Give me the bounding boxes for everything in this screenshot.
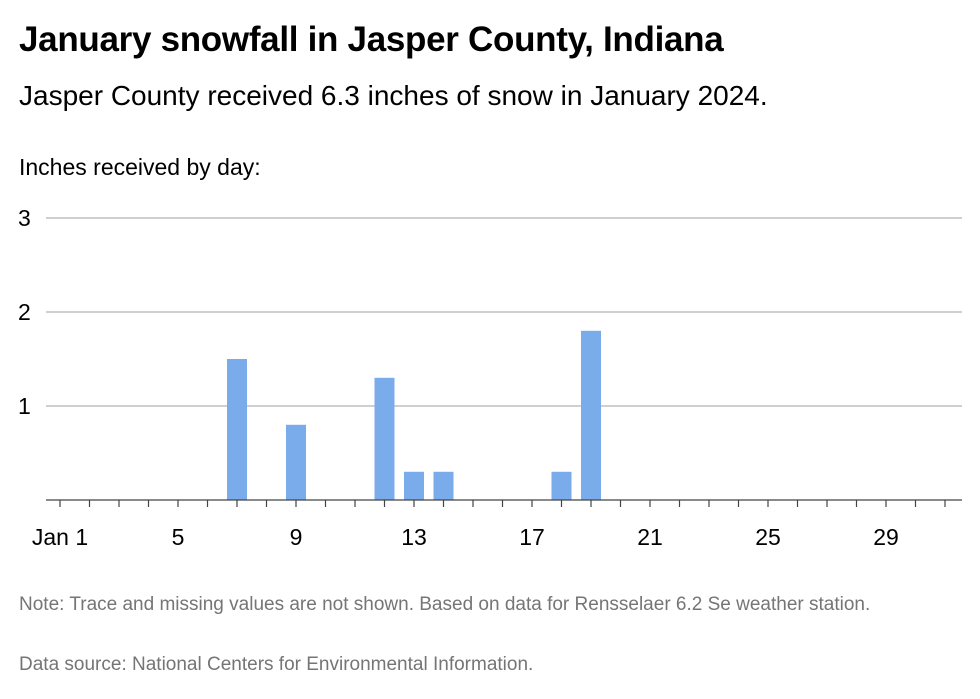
x-tick-label: Jan 1 [32,524,88,550]
x-tick-label: 21 [637,524,663,550]
bars [227,330,601,500]
x-tick-label: 17 [519,524,545,550]
x-tick-label: 5 [172,524,185,550]
x-tick-label: 29 [873,524,899,550]
gridlines [46,217,962,407]
x-tick-label: 9 [290,524,303,550]
bar-day-13 [404,471,424,500]
bar-day-18 [551,471,572,500]
bar-day-14 [433,471,454,500]
bar-day-12 [374,377,395,500]
x-tick-label: 25 [755,524,781,550]
footnote: Note: Trace and missing values are not s… [19,594,871,615]
snowfall-bar-chart: 1 2 3 Jan 1 5 9 13 17 21 25 29 [18,205,962,550]
bar-day-9 [286,424,306,500]
chart-subtitle: Jasper County received 6.3 inches of sno… [19,80,768,111]
y-tick-label: 3 [18,205,31,231]
bar-day-7 [227,359,247,500]
tick-labels: 1 2 3 Jan 1 5 9 13 17 21 25 29 [18,205,899,550]
chart-title: January snowfall in Jasper County, India… [19,20,724,59]
data-source: Data source: National Centers for Enviro… [19,654,534,675]
x-axis [46,499,962,507]
x-tick-label: 13 [401,524,427,550]
y-tick-label: 1 [18,393,31,419]
y-axis-caption: Inches received by day: [19,154,261,180]
y-tick-label: 2 [18,299,31,325]
bar-day-19 [581,330,601,500]
